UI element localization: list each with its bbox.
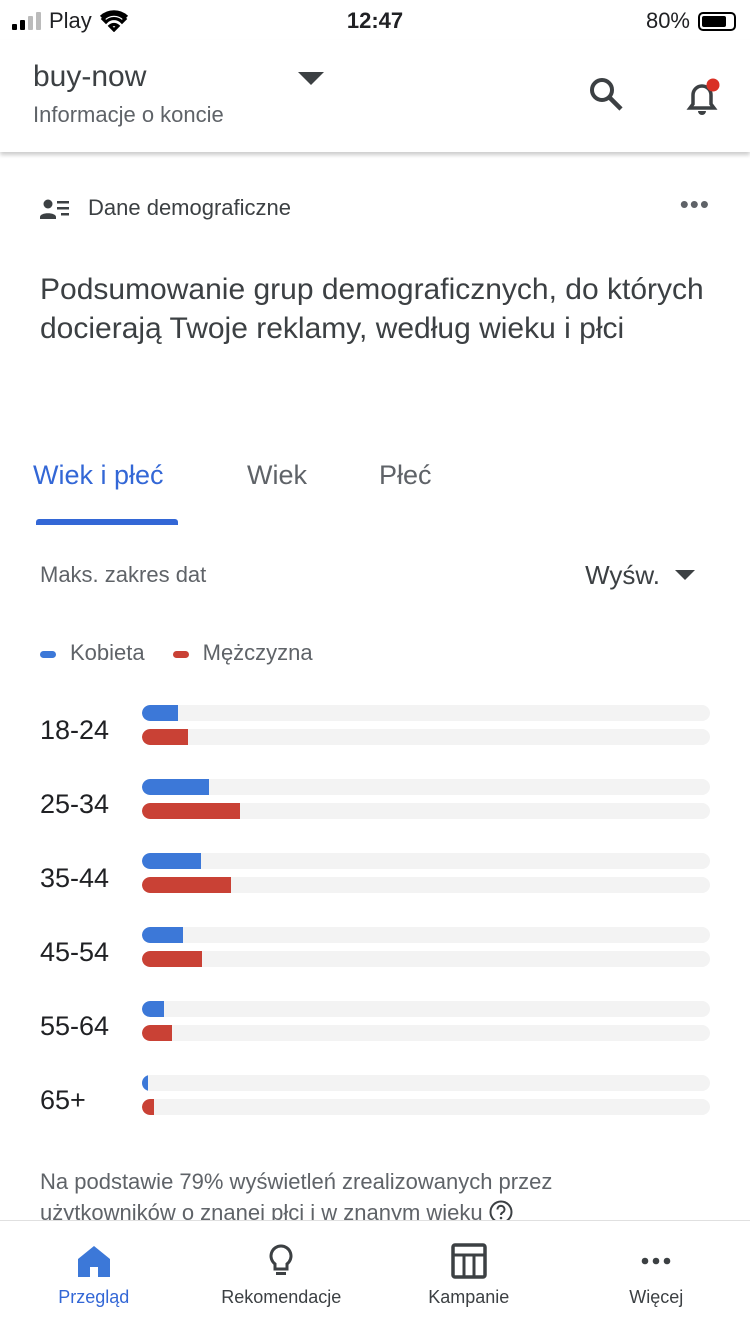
bar-male-55-64: [142, 1025, 172, 1041]
category-label: 45-54: [40, 937, 110, 967]
bar-track: [142, 779, 710, 795]
chart-row: 55-64: [0, 1001, 750, 1075]
search-icon[interactable]: [586, 74, 626, 114]
chart-row: 45-54: [0, 927, 750, 1001]
app-header: buy-now Informacje o koncie: [0, 40, 750, 152]
table-icon: [451, 1243, 487, 1279]
tab-age[interactable]: Wiek: [247, 460, 307, 490]
bar-track: [142, 1099, 710, 1115]
footnote: Na podstawie 79% wyświetleń zrealizowany…: [40, 1169, 553, 1225]
category-label: 65+: [40, 1085, 86, 1115]
battery-icon: [698, 11, 736, 31]
account-dropdown-icon[interactable]: [298, 72, 324, 85]
metric-dropdown-icon[interactable]: [675, 570, 695, 580]
bar-female-25-34: [142, 779, 210, 795]
bar-track: [142, 1075, 710, 1091]
bar-track: [142, 1025, 710, 1041]
nav-more[interactable]: Więcej: [563, 1221, 750, 1334]
bar-track: [142, 803, 710, 819]
active-tab-indicator: [36, 519, 178, 525]
category-label: 25-34: [40, 789, 110, 819]
clock: 12:47: [346, 8, 404, 33]
bar-female-18-24: [142, 705, 178, 721]
metric-selector[interactable]: Wyśw.: [585, 560, 660, 590]
legend-swatch: [172, 650, 189, 658]
nav-campaigns[interactable]: Kampanie: [375, 1221, 563, 1334]
date-range[interactable]: Maks. zakres dat: [40, 562, 207, 587]
notifications-icon[interactable]: [682, 78, 722, 118]
chart-row: 35-44: [0, 853, 750, 927]
tab-bar: Wiek i płeć Wiek Płeć: [0, 460, 750, 526]
bar-track: [142, 927, 710, 943]
carrier: Play: [49, 8, 92, 33]
bar-track: [142, 877, 710, 893]
home-icon: [77, 1246, 110, 1277]
bar-track: [142, 705, 710, 721]
tab-gender[interactable]: Płeć: [379, 460, 432, 490]
section-label: Dane demograficzne: [88, 195, 292, 220]
bar-male-65+: [142, 1099, 154, 1115]
more-icon: [641, 1257, 671, 1265]
legend-item-male: Mężczyzna: [172, 640, 313, 666]
bar-female-35-44: [142, 853, 202, 869]
tab-age-gender[interactable]: Wiek i płeć: [33, 460, 164, 490]
nav-recommendations[interactable]: Rekomendacje: [188, 1221, 376, 1334]
bar-male-35-44: [142, 877, 232, 893]
demographics-icon: [40, 199, 69, 219]
chart-row: 65+: [0, 1075, 750, 1149]
category-label: 35-44: [40, 863, 110, 893]
chart-row: 25-34: [0, 779, 750, 853]
legend-item-female: Kobieta: [40, 640, 145, 666]
category-label: 55-64: [40, 1011, 110, 1041]
chart-row: 18-24: [0, 705, 750, 779]
bar-male-18-24: [142, 729, 188, 745]
bottom-navigation: Przegląd Rekomendacje Kampanie Więcej: [0, 1220, 750, 1334]
bar-track: [142, 1001, 710, 1017]
bar-female-55-64: [142, 1001, 165, 1017]
bar-female-45-54: [142, 927, 183, 943]
nav-overview[interactable]: Przegląd: [0, 1221, 188, 1334]
bar-chart: 18-24 25-34 35-44 45-54 55-64 65+: [0, 705, 750, 1149]
bar-female-65+: [142, 1075, 149, 1091]
bar-track: [142, 951, 710, 967]
signal-icon: [12, 12, 41, 30]
account-name[interactable]: buy-now: [33, 60, 147, 93]
more-options-icon[interactable]: •••: [679, 189, 710, 219]
bar-male-45-54: [142, 951, 202, 967]
lightbulb-icon: [269, 1244, 293, 1275]
card-header: Dane demograficzne •••: [40, 189, 710, 221]
bar-track: [142, 853, 710, 869]
legend-swatch: [40, 650, 56, 658]
wifi-icon: [99, 10, 128, 32]
card-title: Podsumowanie grup demograficznych, do kt…: [40, 273, 704, 345]
category-label: 18-24: [40, 715, 110, 745]
bar-male-25-34: [142, 803, 241, 819]
battery-percent: 80%: [645, 8, 690, 33]
account-subtitle: Informacje o koncie: [33, 102, 224, 127]
status-bar: Play 12:47 80%: [0, 0, 750, 40]
chart-legend: Kobieta Mężczyzna: [40, 640, 313, 666]
bar-track: [142, 729, 710, 745]
